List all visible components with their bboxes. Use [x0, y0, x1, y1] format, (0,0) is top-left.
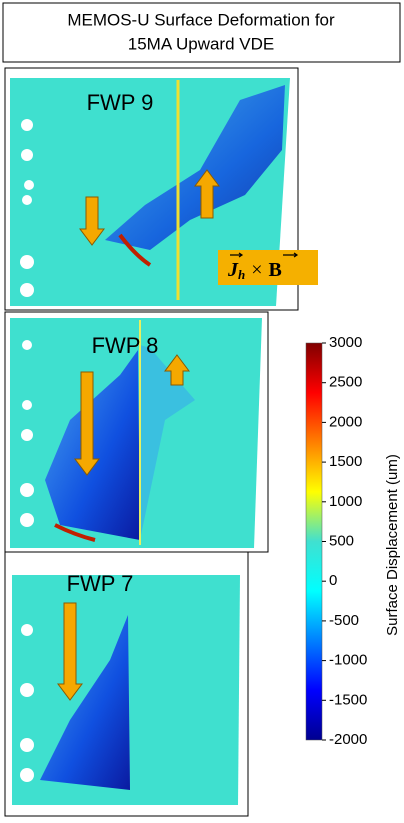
colorbar-tick-label: 500: [329, 532, 354, 549]
colorbar-tick-label: -1000: [329, 652, 367, 669]
colorbar-label: Surface Displacement (um): [384, 454, 401, 636]
panel-label: FWP 9: [87, 90, 154, 115]
colorbar-tick-label: -2000: [329, 731, 367, 748]
colorbar-tick-label: 1000: [329, 493, 362, 510]
annotation-sub: h: [238, 267, 245, 282]
figure: MEMOS-U Surface Deformation for 15MA Upw…: [0, 0, 404, 818]
colorbar-tick-label: 0: [329, 572, 337, 589]
panel-label: FWP 7: [67, 571, 134, 596]
colorbar-tick-label: -1500: [329, 691, 367, 708]
title: MEMOS-U Surface Deformation for: [67, 10, 335, 29]
annotation: Jh×B: [227, 259, 282, 282]
annotation-b: B: [269, 259, 282, 281]
title: 15MA Upward VDE: [128, 34, 274, 53]
colorbar-tick-label: 1500: [329, 453, 362, 470]
panel-label: FWP 8: [92, 333, 159, 358]
colorbar-tick-label: 3000: [329, 334, 362, 351]
colorbar: [306, 343, 322, 740]
panel: FWP 7: [5, 552, 248, 816]
panel: FWP 8: [5, 312, 268, 552]
colorbar-tick-label: 2500: [329, 374, 362, 391]
colorbar-tick-label: 2000: [329, 413, 362, 430]
colorbar-tick-label: -500: [329, 612, 359, 629]
panel: FWP 9 Jh×B: [5, 68, 318, 310]
annotation-times: ×: [251, 259, 262, 281]
